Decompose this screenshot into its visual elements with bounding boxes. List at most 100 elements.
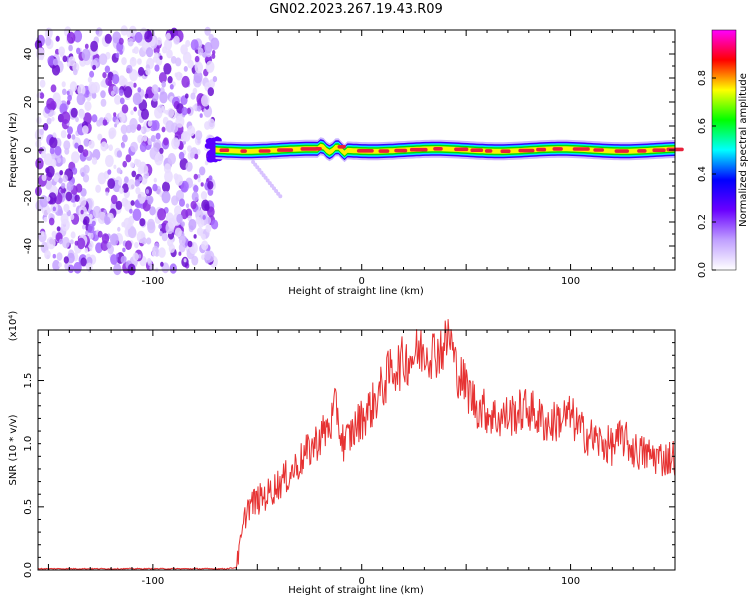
colorbar-tick-label: 0.0 [697, 262, 708, 278]
noise-dot [201, 240, 209, 251]
noise-dot [82, 173, 90, 183]
streak-dot [257, 167, 262, 172]
noise-dot [67, 126, 73, 135]
noise-dot [195, 130, 203, 141]
noise-dot [97, 230, 103, 238]
noise-dot [205, 216, 212, 225]
noise-scatter-layer [34, 25, 283, 276]
noise-dot [55, 35, 60, 42]
noise-dot [58, 208, 64, 216]
noise-dot [150, 135, 156, 142]
noise-dot [200, 191, 208, 200]
colorbar-ticks: 0.0 0.2 0.4 0.6 0.8 [697, 70, 716, 278]
noise-dot [165, 32, 171, 40]
noise-dot [175, 197, 179, 202]
signal-core [593, 148, 604, 152]
noise-dot [123, 86, 133, 98]
noise-dot [151, 84, 159, 95]
noise-dot [122, 160, 127, 168]
signal-core [433, 147, 443, 151]
noise-dot [168, 243, 176, 253]
noise-dot [84, 101, 92, 112]
noise-dot [145, 67, 151, 76]
signal-core [394, 148, 408, 153]
noise-dot [42, 123, 49, 131]
noise-dot [100, 80, 106, 88]
streak-dot [263, 175, 268, 180]
noise-dot [145, 189, 150, 194]
noise-dot [102, 72, 107, 79]
noise-dot [72, 68, 78, 76]
noise-dot [62, 55, 68, 63]
noise-dot [160, 261, 164, 267]
noise-dot [46, 196, 51, 202]
noise-dot [178, 251, 182, 256]
noise-dot [43, 153, 53, 166]
noise-dot [68, 56, 76, 67]
noise-dot [147, 120, 153, 127]
noise-dot [130, 141, 139, 153]
noise-dot [127, 37, 134, 47]
signal-core [300, 147, 318, 151]
noise-dot [50, 158, 57, 168]
noise-dot [46, 97, 55, 110]
noise-dot [139, 218, 146, 227]
noise-dot [186, 107, 191, 114]
noise-dot [127, 179, 136, 190]
noise-dot [51, 64, 61, 76]
noise-dot [163, 63, 172, 75]
noise-dot [73, 262, 82, 274]
noise-dot [140, 127, 144, 133]
noise-dot [129, 118, 138, 130]
noise-dot [118, 180, 123, 186]
noise-dot [174, 227, 182, 238]
noise-dot [155, 132, 161, 140]
noise-dot [98, 53, 108, 65]
noise-dot [167, 153, 176, 165]
signal-core [518, 148, 535, 153]
noise-dot [61, 236, 70, 249]
noise-dot [63, 203, 70, 213]
noise-dot [154, 64, 160, 72]
noise-dot [117, 226, 121, 232]
noise-dot [211, 53, 216, 59]
noise-dot [75, 183, 83, 193]
noise-dot [147, 218, 155, 230]
noise-dot [144, 93, 149, 99]
noise-dot [131, 170, 137, 178]
signal-core [258, 149, 271, 153]
snr-background [38, 330, 675, 570]
noise-dot [83, 216, 90, 225]
noise-dot [45, 167, 50, 174]
snr-series-line [37, 319, 676, 570]
signal-core [552, 147, 563, 151]
y-tick-label: 20 [23, 96, 34, 109]
signal-core [240, 149, 247, 153]
signal-core [356, 149, 374, 153]
noise-dot [180, 221, 185, 227]
noise-dot [136, 124, 142, 131]
noise-dot [179, 73, 183, 78]
noise-dot [134, 241, 139, 249]
boundary-dot [208, 149, 214, 155]
snr-frame [37, 329, 676, 571]
noise-dot [137, 191, 146, 204]
noise-dot [161, 126, 166, 133]
spectrogram-ylabel: Frequency (Hz) [8, 112, 19, 188]
signal-band-layer [215, 137, 684, 163]
noise-dot [201, 94, 210, 107]
noise-dot [82, 125, 89, 135]
noise-dot [123, 217, 132, 230]
noise-dot [185, 40, 191, 47]
noise-dot [162, 46, 168, 54]
signal-core [337, 145, 346, 149]
noise-dot [100, 90, 106, 99]
noise-dot [72, 167, 78, 175]
noise-dot [202, 215, 206, 220]
noise-dot [47, 55, 55, 66]
noise-dot [120, 255, 127, 264]
noise-dot [84, 247, 89, 253]
noise-dot [82, 149, 89, 157]
noise-dot [108, 131, 115, 140]
